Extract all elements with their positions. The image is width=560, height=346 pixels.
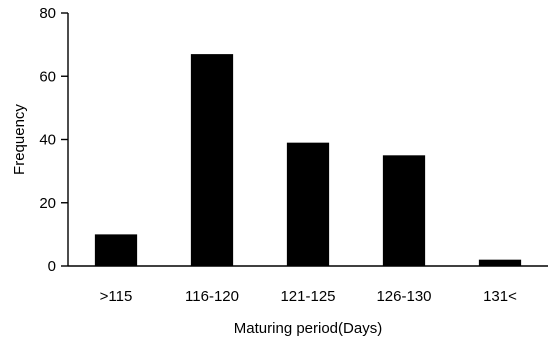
y-tick-label: 80 — [39, 5, 56, 22]
bars — [94, 54, 522, 266]
x-tick-label: 131< — [483, 288, 517, 305]
x-tick-label: 116-120 — [185, 288, 239, 305]
y-tick-label: 40 — [39, 132, 56, 149]
x-tick-label: 121-125 — [280, 288, 335, 305]
y-tick-label: 60 — [39, 68, 56, 85]
x-axis-title: Maturing period(Days) — [234, 320, 382, 337]
bar — [478, 259, 522, 266]
y-axis-title: Frequency — [11, 104, 28, 175]
bar — [190, 54, 234, 266]
x-tick-label: 126-130 — [376, 288, 431, 305]
x-tick-label: >115 — [100, 288, 133, 305]
y-axis-ticks: 0 20 40 60 80 — [39, 5, 68, 275]
y-tick-label: 20 — [39, 195, 56, 212]
x-axis-tick-labels: >115 116-120 121-125 126-130 131< — [100, 288, 517, 305]
bar — [286, 142, 330, 266]
y-tick-label: 0 — [48, 258, 56, 275]
bar — [382, 155, 426, 266]
bar — [94, 234, 138, 266]
